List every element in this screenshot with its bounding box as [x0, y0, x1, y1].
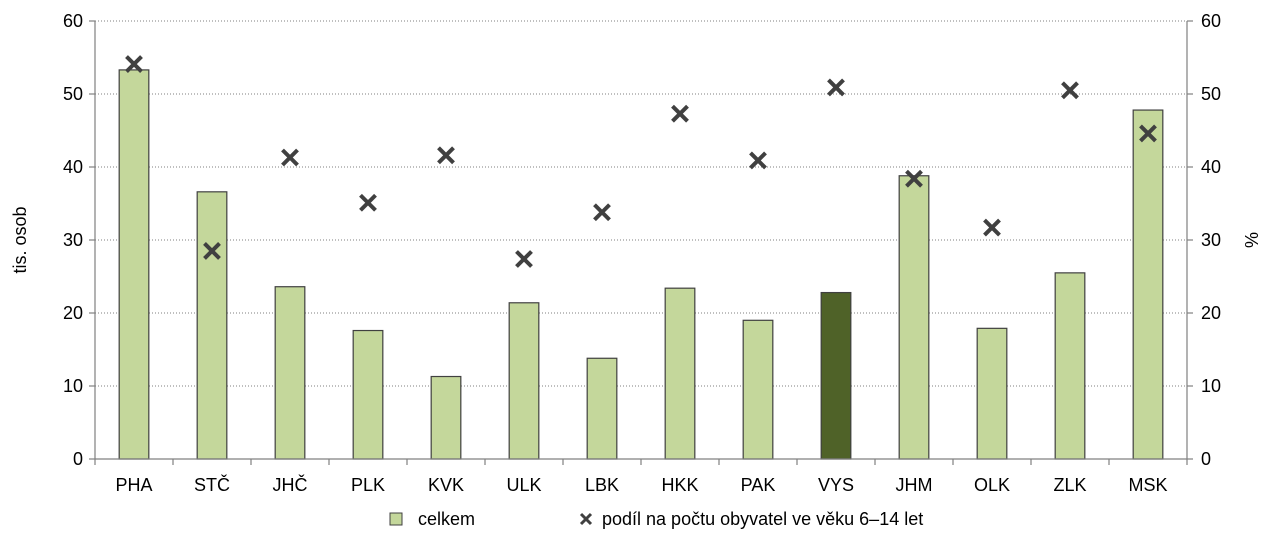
- bar: [664, 287, 696, 460]
- point-marker: [593, 203, 611, 222]
- y2-tick-label: 20: [1201, 303, 1221, 323]
- point-marker: [437, 146, 455, 165]
- y2-tick-label: 60: [1201, 11, 1221, 31]
- x-tick-label: PHA: [115, 475, 152, 495]
- gridlines: [95, 20, 1187, 387]
- y-tick-label: 60: [63, 11, 83, 31]
- x-tick-label: ULK: [506, 475, 541, 495]
- x-tick-label: STČ: [194, 474, 230, 495]
- bar: [1054, 272, 1086, 460]
- bar-series: [118, 69, 1164, 460]
- point-marker: [827, 78, 845, 97]
- x-tick-label: JHM: [896, 475, 933, 495]
- x-tick-label: OLK: [974, 475, 1010, 495]
- legend-swatch-podil: [579, 512, 593, 526]
- y-tick-label: 20: [63, 303, 83, 323]
- legend-label-podil: podíl na počtu obyvatel ve věku 6–14 let: [602, 509, 923, 529]
- y2-tick-label: 50: [1201, 84, 1221, 104]
- point-marker: [1139, 124, 1157, 143]
- x-tick-label: PLK: [351, 475, 385, 495]
- bar: [118, 69, 150, 460]
- bar: [352, 329, 384, 460]
- point-marker: [905, 169, 923, 188]
- bar: [820, 291, 852, 460]
- legend-swatch-celkem: [389, 512, 403, 526]
- tick-labels: 0 0 10 10 20 20 30 30 40 40 50 50 60 60 PHA STČ JHČ PLK KV…: [63, 11, 1221, 495]
- x-tick-label: LBK: [585, 475, 619, 495]
- bar: [430, 375, 462, 460]
- bar: [586, 357, 618, 460]
- point-marker: [671, 104, 689, 123]
- x-tick-label: MSK: [1128, 475, 1167, 495]
- point-marker: [359, 193, 377, 212]
- y-tick-label: 10: [63, 376, 83, 396]
- x-tick-label: JHČ: [273, 474, 308, 495]
- bar: [274, 286, 306, 460]
- y-tick-label: 0: [73, 449, 83, 469]
- point-marker: [749, 151, 767, 170]
- x-tick-label: KVK: [428, 475, 464, 495]
- legend-label-celkem: celkem: [418, 509, 475, 529]
- point-marker: [281, 148, 299, 167]
- y2-tick-label: 40: [1201, 157, 1221, 177]
- bar: [742, 319, 774, 460]
- point-marker: [125, 55, 143, 73]
- axes: [89, 20, 1193, 465]
- y-tick-label: 50: [63, 84, 83, 104]
- y2-tick-label: 0: [1201, 449, 1211, 469]
- point-marker: [515, 250, 533, 268]
- x-tick-label: ZLK: [1053, 475, 1086, 495]
- bar: [976, 327, 1008, 460]
- bar: [508, 302, 540, 460]
- point-marker: [203, 242, 221, 260]
- legend: celkem podíl na počtu obyvatel ve věku 6–…: [389, 509, 923, 529]
- y2-tick-label: 10: [1201, 376, 1221, 396]
- bar: [898, 175, 930, 460]
- x-tick-label: HKK: [661, 475, 698, 495]
- bar: [196, 191, 228, 460]
- y2-tick-label: 30: [1201, 230, 1221, 250]
- y-axis-title: tis. osob: [10, 206, 30, 273]
- point-marker: [1061, 81, 1079, 100]
- x-tick-label: VYS: [818, 475, 854, 495]
- y2-axis-title: %: [1242, 232, 1262, 248]
- bar: [1132, 109, 1164, 460]
- marker-series: [125, 55, 1157, 268]
- x-tick-label: PAK: [741, 475, 776, 495]
- y-tick-label: 30: [63, 230, 83, 250]
- point-marker: [983, 218, 1001, 237]
- y-tick-label: 40: [63, 157, 83, 177]
